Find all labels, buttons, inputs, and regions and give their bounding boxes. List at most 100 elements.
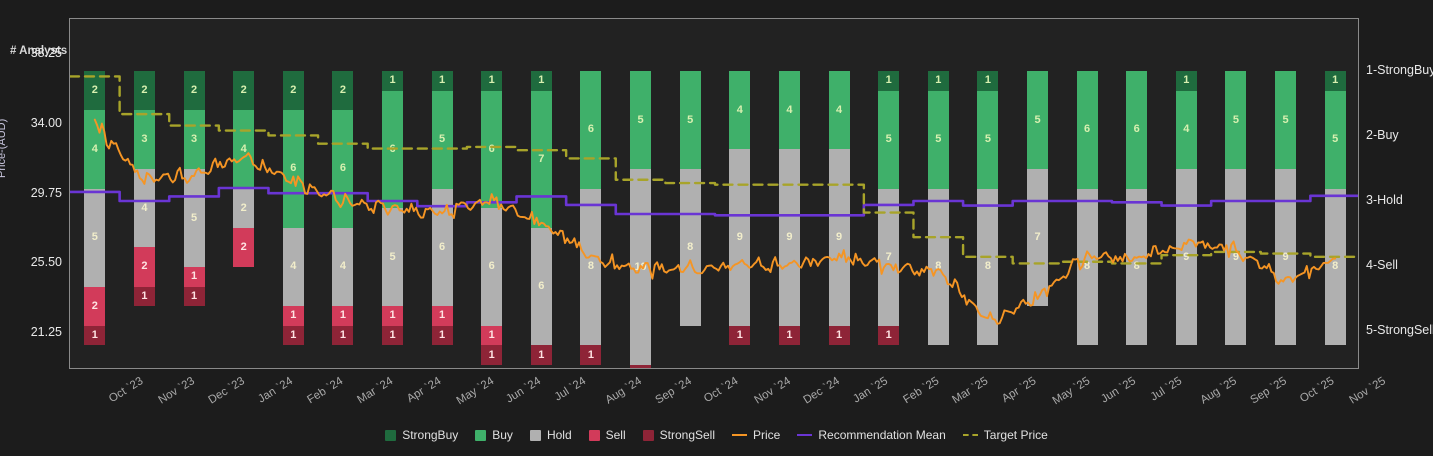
bar-column[interactable]: 5 10 1 [630, 71, 652, 368]
bar-segment-hold[interactable]: 9 [1275, 169, 1297, 346]
bar-segment-hold[interactable]: 8 [1324, 188, 1346, 346]
legend-item-sell[interactable]: Sell [588, 428, 626, 442]
bar-segment-buy[interactable]: 5 [1225, 71, 1247, 169]
bar-segment-strongbuy[interactable]: 2 [282, 71, 304, 111]
bar-segment-buy[interactable]: 4 [233, 110, 255, 189]
bar-column[interactable]: 2 4 5 2 1 [84, 71, 106, 368]
bar-column[interactable]: 1 6 6 1 1 [481, 71, 503, 368]
bar-segment-strongbuy[interactable]: 2 [183, 71, 205, 111]
bar-segment-buy[interactable]: 5 [431, 90, 453, 189]
bar-segment-strongsell[interactable]: 1 [530, 345, 552, 365]
bar-segment-hold[interactable]: 9 [1175, 169, 1197, 346]
bar-segment-sell[interactable]: 1 [431, 306, 453, 326]
bar-segment-buy[interactable]: 5 [878, 90, 900, 189]
bar-segment-sell[interactable]: 1 [332, 306, 354, 326]
bar-column[interactable]: 2 3 4 2 1 [133, 71, 155, 368]
bar-segment-strongsell[interactable]: 1 [878, 325, 900, 346]
bar-column[interactable]: 2 6 4 1 1 [332, 71, 354, 368]
bar-column[interactable]: 4 9 1 [828, 71, 850, 368]
bar-segment-hold[interactable]: 6 [431, 188, 453, 307]
bar-segment-buy[interactable]: 3 [133, 110, 155, 169]
bar-segment-strongsell[interactable]: 1 [580, 345, 602, 365]
bar-segment-hold[interactable]: 8 [1076, 188, 1098, 346]
bar-segment-strongsell[interactable]: 1 [729, 325, 751, 346]
bar-segment-strongbuy[interactable]: 1 [481, 71, 503, 91]
bar-segment-hold[interactable]: 8 [580, 188, 602, 346]
bar-segment-hold[interactable]: 5 [183, 169, 205, 267]
bar-segment-hold[interactable]: 7 [878, 188, 900, 326]
bar-segment-buy[interactable]: 4 [828, 71, 850, 150]
bar-segment-hold[interactable]: 4 [332, 227, 354, 307]
bar-segment-buy[interactable]: 6 [382, 90, 403, 209]
bar-segment-buy[interactable]: 5 [1275, 71, 1297, 169]
bar-segment-sell[interactable]: 2 [133, 247, 155, 287]
bar-segment-buy[interactable]: 5 [977, 90, 999, 189]
legend-item-price[interactable]: Price [732, 428, 780, 442]
bar-segment-strongbuy[interactable]: 2 [133, 71, 155, 111]
bar-segment-buy[interactable]: 3 [183, 110, 205, 169]
bar-column[interactable]: 4 9 1 [729, 71, 751, 368]
bar-segment-hold[interactable]: 9 [778, 149, 800, 326]
bar-segment-strongbuy[interactable]: 1 [977, 71, 999, 91]
bar-segment-hold[interactable]: 10 [630, 169, 652, 365]
bar-segment-strongsell[interactable]: 1 [332, 325, 354, 346]
bar-segment-sell[interactable]: 1 [481, 325, 503, 346]
bar-segment-strongbuy[interactable]: 1 [1175, 71, 1197, 91]
bar-column[interactable]: 1 4 9 [1175, 71, 1197, 368]
bar-segment-sell[interactable]: 1 [382, 306, 403, 326]
legend-item-strongsell[interactable]: StrongSell [642, 428, 715, 442]
bar-column[interactable]: 4 9 1 [778, 71, 800, 368]
bar-segment-hold[interactable]: 9 [729, 149, 751, 326]
bar-segment-strongbuy[interactable]: 2 [233, 71, 255, 111]
legend-item-strongbuy[interactable]: StrongBuy [385, 428, 458, 442]
bar-column[interactable]: 1 6 5 1 1 [382, 71, 403, 368]
bar-segment-hold[interactable]: 5 [84, 188, 106, 287]
bar-segment-hold[interactable]: 5 [382, 208, 403, 307]
bar-segment-strongsell[interactable]: 1 [282, 325, 304, 346]
bar-segment-hold[interactable]: 4 [133, 169, 155, 248]
bar-segment-strongsell[interactable]: 1 [828, 325, 850, 346]
legend-item-buy[interactable]: Buy [475, 428, 513, 442]
bar-segment-buy[interactable]: 6 [282, 110, 304, 228]
bar-segment-strongbuy[interactable]: 1 [530, 71, 552, 91]
bar-segment-sell[interactable]: 1 [282, 306, 304, 326]
bar-segment-buy[interactable]: 6 [580, 71, 602, 189]
bar-segment-strongsell[interactable]: 1 [431, 325, 453, 346]
bar-segment-buy[interactable]: 4 [84, 110, 106, 189]
bar-segment-strongbuy[interactable]: 1 [1324, 71, 1346, 91]
bar-segment-buy[interactable]: 7 [530, 90, 552, 228]
bar-segment-strongbuy[interactable]: 1 [382, 71, 403, 91]
legend-item-recommendation-mean[interactable]: Recommendation Mean [797, 428, 946, 442]
bar-segment-hold[interactable]: 9 [828, 149, 850, 326]
bar-segment-strongsell[interactable]: 1 [183, 286, 205, 307]
bar-segment-buy[interactable]: 5 [1324, 90, 1346, 189]
bar-segment-strongbuy[interactable]: 2 [84, 71, 106, 111]
bar-segment-buy[interactable]: 5 [630, 71, 652, 169]
bar-segment-hold[interactable]: 6 [530, 227, 552, 346]
bar-segment-buy[interactable]: 5 [1027, 71, 1048, 169]
bar-segment-buy[interactable]: 5 [927, 90, 949, 189]
bar-column[interactable]: 1 5 8 [1324, 71, 1346, 368]
bar-segment-strongbuy[interactable]: 2 [332, 71, 354, 111]
bar-segment-hold[interactable]: 8 [977, 188, 999, 346]
bar-segment-buy[interactable]: 4 [778, 71, 800, 150]
bar-segment-hold[interactable]: 8 [1126, 188, 1148, 346]
bar-segment-hold[interactable]: 4 [282, 227, 304, 307]
legend-item-hold[interactable]: Hold [529, 428, 572, 442]
bar-segment-buy[interactable]: 6 [1076, 71, 1098, 189]
bar-column[interactable]: 2 3 5 1 1 [183, 71, 205, 368]
bar-segment-hold[interactable]: 8 [927, 188, 949, 346]
bar-segment-buy[interactable]: 6 [332, 110, 354, 228]
legend-item-target-price[interactable]: Target Price [962, 428, 1048, 442]
bar-segment-sell[interactable]: 2 [84, 286, 106, 326]
bar-column[interactable]: 1 5 8 [977, 71, 999, 368]
bar-segment-buy[interactable]: 6 [481, 90, 503, 209]
bar-column[interactable]: 1 5 8 [927, 71, 949, 368]
bar-column[interactable]: 2 4 2 2 [233, 71, 255, 368]
